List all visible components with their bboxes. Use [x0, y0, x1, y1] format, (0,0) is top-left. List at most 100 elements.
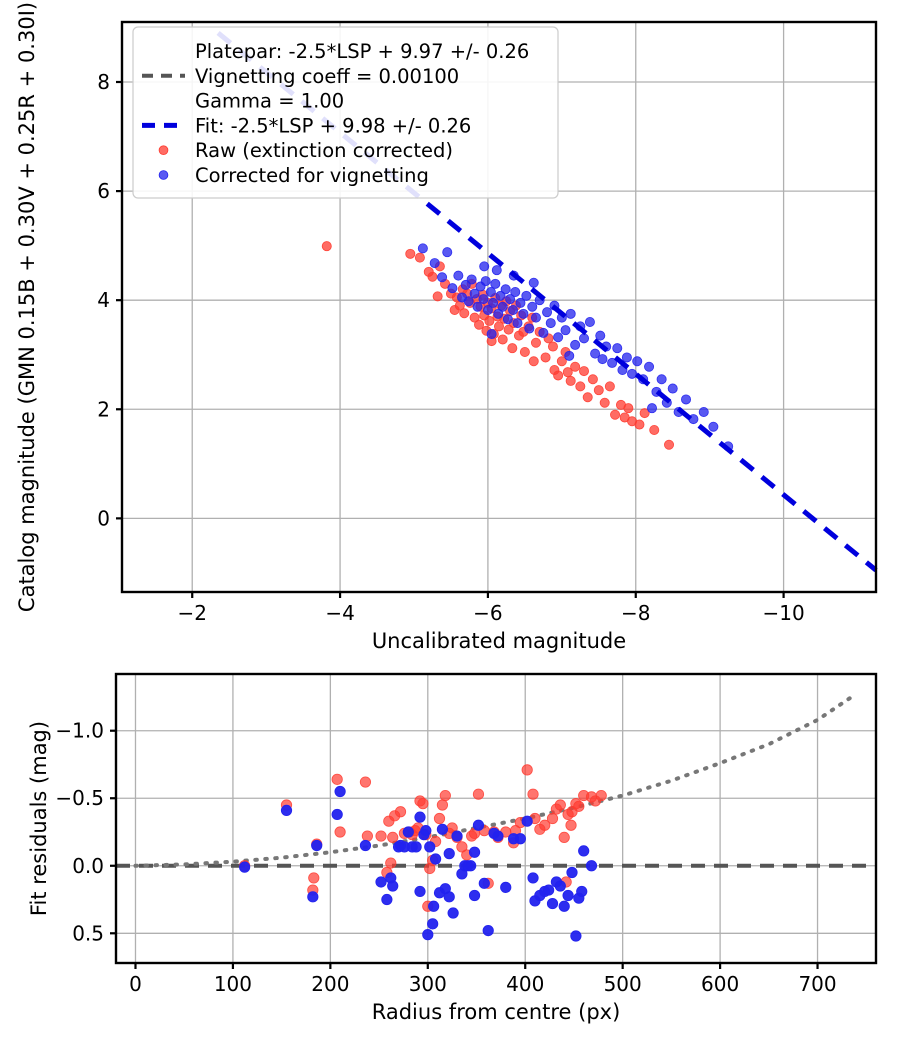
- data-point: [553, 332, 564, 343]
- data-point: [484, 315, 495, 326]
- data-point: [482, 924, 494, 937]
- data-point: [508, 304, 519, 315]
- y-tick-label: 8: [97, 70, 110, 94]
- axes-fit-residuals: 0 100 200 300 400 500 600 700 0.5 0.0 −0.5 −1.0 Radi…: [27, 672, 878, 1024]
- data-point: [495, 290, 506, 301]
- y-tick-label: 2: [97, 397, 110, 421]
- legend-marker-blue-dot: [158, 170, 169, 180]
- data-point: [656, 374, 667, 385]
- data-point: [610, 409, 621, 420]
- data-point: [519, 346, 530, 357]
- data-point: [547, 341, 558, 352]
- legend-entry: Gamma = 1.00: [195, 90, 344, 113]
- legend-entry-label: Platepar: -2.5*LSP + 9.97 +/- 0.26: [195, 40, 529, 63]
- data-point: [593, 385, 604, 396]
- data-point: [521, 815, 533, 827]
- data-point: [570, 930, 582, 942]
- data-point: [527, 788, 539, 800]
- data-point: [521, 290, 532, 301]
- data-point: [405, 248, 416, 259]
- data-point: [644, 361, 655, 372]
- data-point: [576, 885, 588, 898]
- data-point: [599, 397, 610, 408]
- data-point: [612, 343, 623, 354]
- data-point: [500, 284, 511, 295]
- data-point: [420, 825, 432, 837]
- data-point: [331, 773, 343, 785]
- data-point: [392, 841, 405, 853]
- data-point: [468, 846, 481, 858]
- data-point: [478, 294, 489, 305]
- data-point: [443, 891, 455, 903]
- data-point: [621, 352, 632, 363]
- data-point: [387, 831, 399, 844]
- data-point: [529, 895, 541, 907]
- data-point: [632, 356, 643, 367]
- data-point: [538, 327, 549, 338]
- data-point: [485, 286, 496, 297]
- x-tick-label: −6: [473, 601, 502, 625]
- data-point: [465, 860, 477, 872]
- x-tick-label: 500: [604, 972, 642, 996]
- scatter-series-corrected-for-vignetting: [239, 785, 598, 942]
- data-point: [587, 374, 598, 385]
- data-point: [524, 323, 535, 334]
- data-point: [667, 383, 678, 394]
- legend-entry-label: Gamma = 1.00: [195, 90, 344, 113]
- vignetting-model-curve: [133, 694, 854, 868]
- legend-entry-label: Raw (extinction corrected): [195, 139, 453, 162]
- data-point: [436, 799, 449, 811]
- data-point: [639, 408, 650, 419]
- x-tick-label: 400: [506, 972, 544, 996]
- x-tick-label: 300: [409, 972, 447, 996]
- data-point: [423, 266, 434, 277]
- data-point: [311, 839, 323, 852]
- data-point: [584, 316, 595, 327]
- legend-marker-red-dot: [158, 145, 169, 156]
- data-point: [424, 841, 436, 853]
- data-point: [505, 294, 516, 305]
- data-point: [502, 314, 513, 325]
- data-point: [447, 283, 458, 294]
- data-point: [708, 421, 719, 432]
- data-point: [486, 328, 497, 339]
- y-tick-label: 0: [97, 506, 110, 530]
- axes-photometric-calibration: −2 −4 −6 −8 −10 0 2 4 6 8 Uncalibrated magnitude Ca…: [15, 2, 878, 653]
- data-point: [459, 308, 470, 319]
- data-point: [664, 439, 675, 450]
- data-point: [565, 819, 577, 831]
- data-point: [543, 884, 555, 896]
- data-point: [451, 830, 463, 842]
- y-axis-title: Catalog magnitude (GMN 0.15B + 0.30V + 0…: [15, 2, 39, 612]
- data-point: [334, 785, 346, 798]
- data-point: [442, 247, 453, 258]
- data-point: [607, 357, 618, 368]
- x-tick-label: −10: [762, 601, 804, 625]
- data-point: [530, 337, 541, 348]
- legend-entry-label: Fit: -2.5*LSP + 9.98 +/- 0.26: [195, 114, 471, 137]
- data-point: [375, 876, 387, 888]
- data-point: [334, 826, 346, 838]
- data-point: [428, 900, 440, 912]
- data-point: [565, 375, 576, 386]
- x-axis-title: Radius from centre (px): [372, 1000, 621, 1024]
- data-point: [566, 866, 578, 879]
- data-point: [478, 877, 490, 889]
- axes-frame-fit-residuals: [114, 672, 878, 965]
- data-point: [331, 808, 343, 821]
- data-point: [389, 810, 401, 822]
- data-point: [515, 297, 526, 308]
- data-point: [417, 243, 428, 254]
- legend-entry: Corrected for vignetting: [158, 164, 429, 187]
- data-point: [554, 880, 566, 892]
- data-point: [540, 352, 551, 363]
- data-point: [528, 356, 539, 367]
- x-tick-label: 0: [129, 972, 142, 996]
- data-point: [573, 800, 585, 812]
- data-point: [280, 804, 293, 817]
- data-point: [597, 354, 608, 365]
- data-point: [539, 819, 551, 831]
- x-tick-label: −8: [621, 601, 650, 625]
- data-point: [239, 861, 251, 873]
- data-point: [595, 789, 607, 802]
